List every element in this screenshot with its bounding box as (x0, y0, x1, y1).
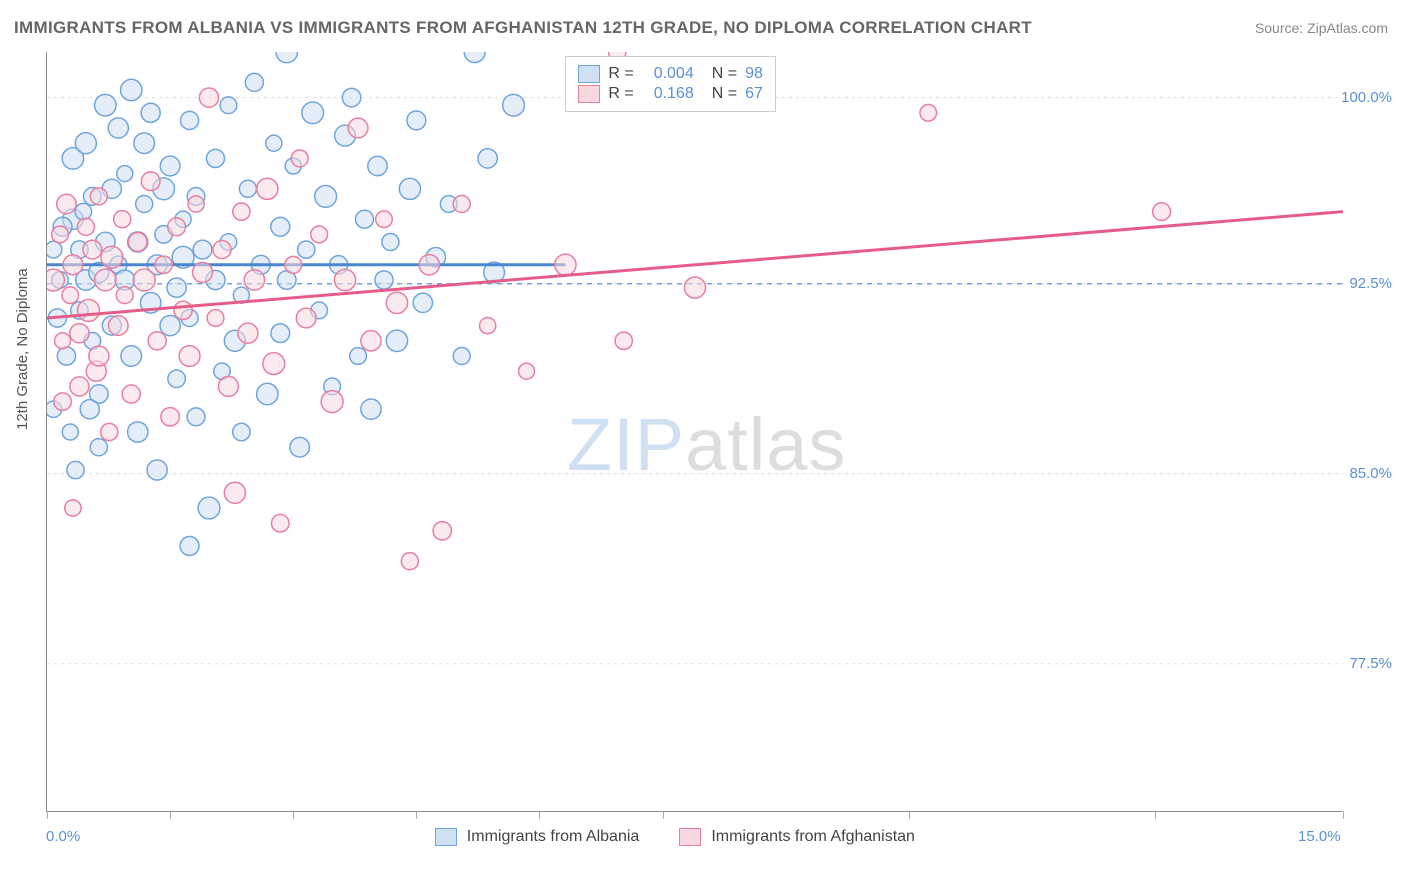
legend-r-label: R = (608, 85, 633, 103)
x-tick (293, 811, 294, 819)
legend-n-value: 98 (745, 65, 763, 83)
legend-n-label: N = (712, 85, 737, 103)
y-tick-label: 77.5% (1349, 655, 1392, 672)
plot-svg (47, 52, 1343, 812)
legend-n-label: N = (712, 65, 737, 83)
legend-swatch (435, 828, 457, 846)
source-attribution: Source: ZipAtlas.com (1255, 20, 1388, 36)
legend-row: R = 0.168 N = 67 (578, 85, 762, 103)
legend-r-value: 0.168 (642, 85, 694, 103)
x-tick (170, 811, 171, 819)
y-axis-label: 12th Grade, No Diploma (14, 268, 31, 430)
series-legend: Immigrants from Albania Immigrants from A… (435, 828, 945, 846)
legend-n-value: 67 (745, 85, 763, 103)
legend-swatch (578, 85, 600, 103)
x-tick (1343, 811, 1344, 819)
x-tick (909, 811, 910, 819)
series-name: Immigrants from Albania (467, 828, 640, 846)
x-tick (416, 811, 417, 819)
x-tick (663, 811, 664, 819)
x-axis-max-label: 15.0% (1298, 828, 1341, 845)
y-tick-label: 92.5% (1349, 275, 1392, 292)
legend-r-value: 0.004 (642, 65, 694, 83)
y-tick-label: 85.0% (1349, 465, 1392, 482)
x-tick (1155, 811, 1156, 819)
series-name: Immigrants from Afghanistan (711, 828, 915, 846)
legend-swatch (679, 828, 701, 846)
chart-container: IMMIGRANTS FROM ALBANIA VS IMMIGRANTS FR… (0, 0, 1406, 892)
plot-area: ZIPatlas R = 0.004 N = 98 R = 0.168 N = … (46, 52, 1342, 812)
x-tick (47, 811, 48, 819)
legend-swatch (578, 65, 600, 83)
chart-title: IMMIGRANTS FROM ALBANIA VS IMMIGRANTS FR… (14, 18, 1032, 38)
legend-row: R = 0.004 N = 98 (578, 65, 762, 83)
legend-r-label: R = (608, 65, 633, 83)
correlation-legend: R = 0.004 N = 98 R = 0.168 N = 67 (565, 56, 775, 112)
x-axis-min-label: 0.0% (46, 828, 80, 845)
x-tick (539, 811, 540, 819)
y-tick-label: 100.0% (1341, 89, 1392, 106)
